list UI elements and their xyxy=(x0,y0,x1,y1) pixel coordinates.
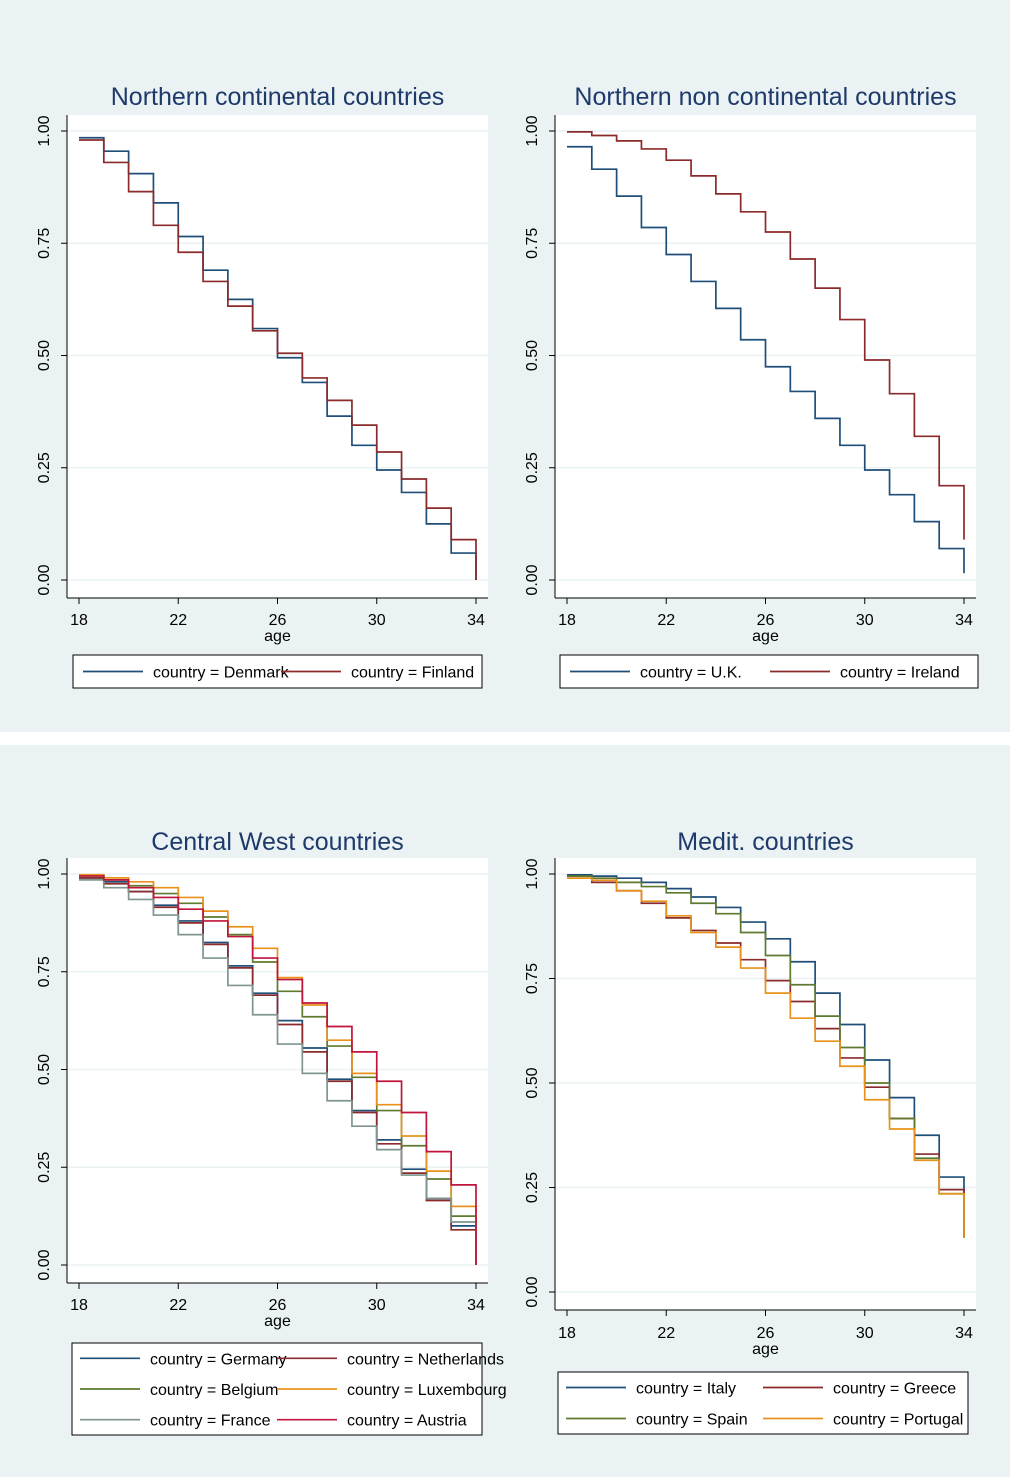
y-tick-label: 0.75 xyxy=(524,228,541,259)
x-tick-label: 22 xyxy=(169,1297,187,1314)
series-line-4 xyxy=(567,877,965,1238)
legend-label: country = Netherlands xyxy=(347,1351,504,1368)
y-tick-label: 1.00 xyxy=(36,858,53,889)
legend-label: country = Luxembourg xyxy=(347,1382,507,1399)
chart-1: Northern continental countries 0.00 0.25 0.… xyxy=(36,83,488,689)
x-tick-label: 18 xyxy=(70,612,88,629)
legend-label: country = Italy xyxy=(636,1381,736,1398)
x-axis-label: age xyxy=(264,628,291,645)
legend-label: country = Portugal xyxy=(833,1412,963,1429)
y-tick-label: 0.25 xyxy=(36,452,53,483)
y-tick-label: 0.25 xyxy=(36,1152,53,1183)
legend-label: country = Ireland xyxy=(840,665,960,682)
chart-title: Northern non continental countries xyxy=(574,83,956,111)
y-tick-label: 0.25 xyxy=(524,452,541,483)
x-axis-label: age xyxy=(752,1341,779,1358)
y-tick-label: 0.75 xyxy=(36,228,53,259)
y-tick-label: 0.50 xyxy=(36,340,53,371)
chart-title: Central West countries xyxy=(151,828,403,856)
chart-2: Northern non continental countries 0.00 0.… xyxy=(524,83,979,689)
x-tick-label: 22 xyxy=(169,612,187,629)
series-line-2 xyxy=(567,131,965,540)
y-tick-label: 0.50 xyxy=(524,1067,541,1098)
y-tick-label: 0.75 xyxy=(524,963,541,994)
x-axis-label: age xyxy=(752,628,779,645)
legend-label: country = U.K. xyxy=(640,665,742,682)
chart-title: Northern continental countries xyxy=(111,83,445,111)
y-tick-label: 0.50 xyxy=(36,1054,53,1085)
series-line-5 xyxy=(79,879,477,1265)
series-line-3 xyxy=(567,875,965,1238)
x-tick-label: 34 xyxy=(955,1325,973,1342)
x-tick-label: 34 xyxy=(467,1297,485,1314)
x-tick-label: 26 xyxy=(757,612,775,629)
legend-label: country = Germany xyxy=(150,1351,287,1368)
series-line-1 xyxy=(567,145,965,574)
legend-label: country = Spain xyxy=(636,1412,748,1429)
y-tick-label: 1.00 xyxy=(524,858,541,889)
chart-3: Central West countries 0.00 0.25 0.50 0.75 1.… xyxy=(36,828,507,1436)
y-tick-label: 0.50 xyxy=(524,340,541,371)
y-tick-label: 0.00 xyxy=(36,1249,53,1280)
y-tick-label: 0.00 xyxy=(524,1276,541,1307)
y-tick-label: 1.00 xyxy=(36,115,53,146)
x-tick-label: 26 xyxy=(269,1297,287,1314)
x-tick-label: 26 xyxy=(757,1325,775,1342)
plot-area xyxy=(67,858,488,1283)
legend-label: country = Belgium xyxy=(150,1382,279,1399)
y-tick-label: 0.00 xyxy=(524,564,541,595)
y-tick-label: 1.00 xyxy=(524,115,541,146)
legend-label: country = Denmark xyxy=(153,665,290,682)
chart-4: Medit. countries 0.00 0.25 0.50 0.75 1.00 18 22… xyxy=(524,828,976,1435)
legend-label: country = Austria xyxy=(347,1413,467,1430)
legend-label: country = France xyxy=(150,1413,271,1430)
y-tick-label: 0.25 xyxy=(524,1172,541,1203)
x-axis-label: age xyxy=(264,1313,291,1330)
series-line-2 xyxy=(79,139,477,580)
y-tick-label: 0.75 xyxy=(36,956,53,987)
x-tick-label: 30 xyxy=(856,1325,874,1342)
legend-label: country = Finland xyxy=(351,665,474,682)
x-tick-label: 34 xyxy=(467,612,485,629)
x-tick-label: 26 xyxy=(269,612,287,629)
series-line-6 xyxy=(79,875,477,1265)
x-tick-label: 22 xyxy=(657,1325,675,1342)
series-line-1 xyxy=(79,136,477,580)
x-tick-label: 30 xyxy=(368,612,386,629)
y-tick-label: 0.00 xyxy=(36,564,53,595)
x-tick-label: 18 xyxy=(70,1297,88,1314)
legend-box xyxy=(557,1371,969,1435)
chart-title: Medit. countries xyxy=(677,828,853,856)
legend-label: country = Greece xyxy=(833,1381,956,1398)
x-tick-label: 30 xyxy=(856,612,874,629)
x-tick-label: 34 xyxy=(955,612,973,629)
x-tick-label: 30 xyxy=(368,1297,386,1314)
x-tick-label: 18 xyxy=(558,612,576,629)
x-tick-label: 18 xyxy=(558,1325,576,1342)
x-tick-label: 22 xyxy=(657,612,675,629)
